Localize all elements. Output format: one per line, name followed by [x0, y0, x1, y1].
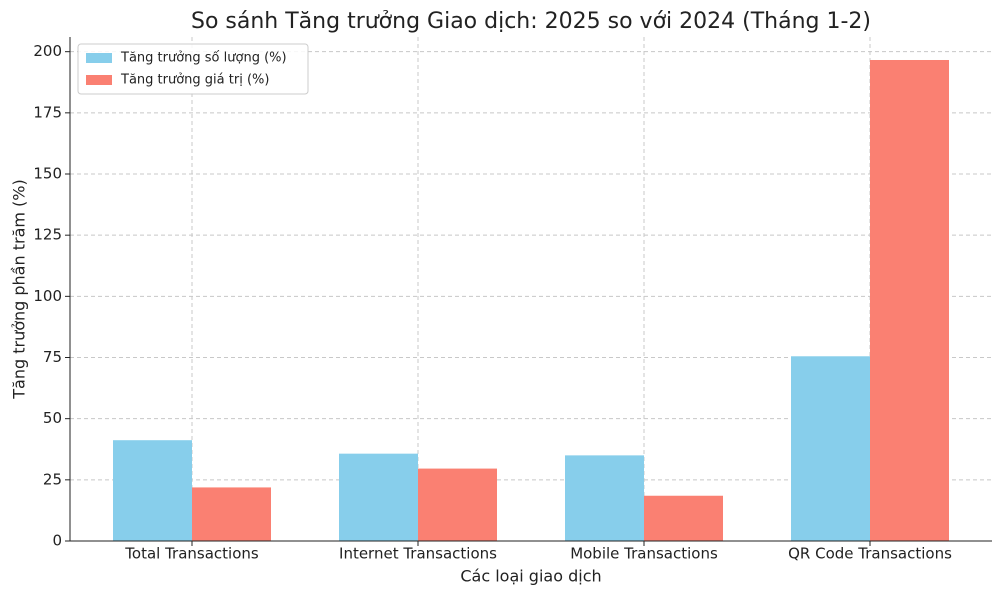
x-axis-label: Các loại giao dịch — [460, 567, 601, 586]
y-tick-label: 0 — [52, 532, 62, 550]
legend-swatch — [86, 53, 112, 63]
bar — [418, 468, 497, 541]
legend-swatch — [86, 75, 112, 85]
y-tick-label: 25 — [43, 470, 62, 488]
y-tick-label: 200 — [33, 42, 62, 60]
bar — [113, 440, 192, 541]
legend-frame — [77, 43, 309, 95]
bar — [565, 455, 644, 541]
legend: Tăng trưởng số lượng (%) Tăng trưởng giá … — [77, 43, 309, 95]
y-tick-label: 75 — [43, 348, 62, 366]
bar — [339, 453, 418, 541]
chart-title: So sánh Tăng trưởng Giao dịch: 2025 so v… — [191, 9, 871, 34]
x-tick-label: Internet Transactions — [339, 545, 497, 563]
legend-label: Tăng trưởng giá trị (%) — [120, 73, 269, 88]
y-tick-label: 100 — [33, 287, 62, 305]
y-tick-label: 50 — [43, 409, 62, 427]
x-tick-label: Total Transactions — [124, 545, 259, 563]
bar — [644, 495, 723, 541]
y-tick-label: 175 — [33, 103, 62, 121]
y-axis-label: Tăng trưởng phần trăm (%) — [10, 179, 29, 399]
bar — [192, 487, 271, 541]
x-tick-label: Mobile Transactions — [570, 545, 718, 563]
x-tick-label: QR Code Transactions — [788, 545, 952, 563]
bar — [870, 59, 949, 542]
bar — [791, 356, 870, 541]
y-tick-label: 125 — [33, 226, 62, 244]
legend-label: Tăng trưởng số lượng (%) — [120, 51, 287, 66]
y-tick-label: 150 — [33, 165, 62, 183]
